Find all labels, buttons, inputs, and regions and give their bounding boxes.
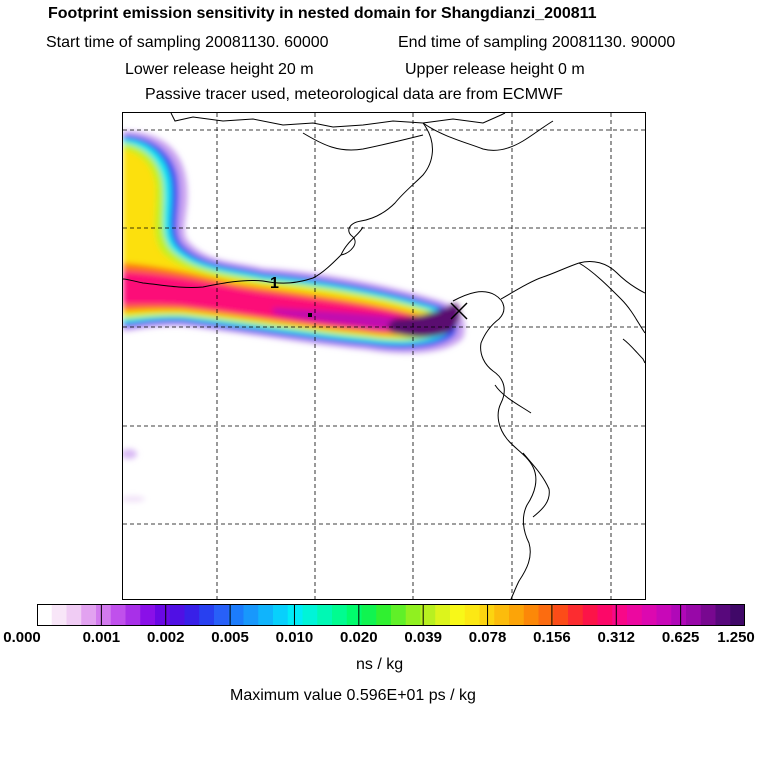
colorbar-tick-label: 1.250 [717,629,755,646]
plume-level-1250 [388,303,460,338]
colorbar-tick-label: 0.312 [597,629,636,646]
colorbar-swatch [66,604,82,626]
colorbar-units: ns / kg [356,656,404,673]
colorbar-swatch [96,604,112,626]
colorbar-ticks: 0.000 0.001 0.002 0.005 0.010 0.020 0.039 0.078… [0,629,768,649]
release-heights: Lower release height 20 m Upper release … [125,61,585,79]
colorbar-swatch [627,604,643,626]
plume-blob-west-2 [123,496,145,502]
lower-release-height: Lower release height 20 m [125,61,314,78]
colorbar-tick-label: 0.078 [468,629,507,646]
colorbar-swatch [538,604,554,626]
colorbar-swatch [273,604,289,626]
colorbar-swatch [464,604,480,626]
colorbar-frame [37,604,745,626]
colorbar-swatch [420,604,436,626]
colorbar-swatch [376,604,392,626]
colorbar-swatch [656,604,672,626]
colorbar-swatch [597,604,613,626]
colorbar-swatch [125,604,141,626]
maximum-value: Maximum value 0.596E+01 ps / kg [230,687,476,704]
colorbar-swatch [582,604,598,626]
colorbar-swatch [612,604,628,626]
colorbar-swatch [405,604,421,626]
colorbar-swatch [302,604,318,626]
colorbar [37,604,745,626]
sampling-times: Start time of sampling 20081130. 60000 E… [46,34,675,52]
colorbar-swatch [435,604,451,626]
colorbar-swatch [553,604,569,626]
site-dot [308,313,312,317]
colorbar-swatch [287,604,303,626]
colorbar-swatch [51,604,67,626]
start-time: Start time of sampling 20081130. 60000 [46,34,329,51]
upper-release-height: Upper release height 0 m [405,61,585,78]
colorbar-swatch [140,604,156,626]
plume-blob-west [123,449,137,459]
site-label: 1 [270,275,279,292]
colorbar-tick-label: 0.010 [275,629,314,646]
colorbar-tick-label: 0.020 [340,629,378,646]
colorbar-tick-label: 0.005 [211,629,249,646]
colorbar-swatch [391,604,407,626]
colorbar-swatch [37,604,53,626]
colorbar-tick-label: 0.156 [533,629,571,646]
footprint-map: 1 [122,112,646,600]
colorbar-swatch [509,604,525,626]
colorbar-tick-label: 0.625 [661,629,700,646]
colorbar-tick-label: 0.000 [3,629,41,646]
colorbar-tick-label: 0.001 [82,629,121,646]
colorbar-swatch [686,604,702,626]
colorbar-swatch [671,604,687,626]
emission-plume [123,131,465,502]
colorbar-swatch [81,604,97,626]
page-title: Footprint emission sensitivity in nested… [48,5,597,22]
map-grid [123,113,645,599]
colorbar-swatch [199,604,215,626]
colorbar-swatch [346,604,362,626]
x-marker-icon [450,302,468,320]
coastlines [123,113,645,599]
colorbar-tick-label: 0.039 [404,629,442,646]
colorbar-swatch [155,604,171,626]
colorbar-swatch [243,604,259,626]
colorbar-swatch [332,604,348,626]
colorbar-swatch [494,604,510,626]
end-time: End time of sampling 20081130. 90000 [398,34,676,51]
colorbar-swatch [169,604,185,626]
colorbar-swatch [361,604,377,626]
colorbar-swatch [228,604,244,626]
colorbar-swatch [523,604,539,626]
colorbar-swatch [730,604,745,626]
colorbar-swatch [641,604,657,626]
tracer-info: Passive tracer used, meteorological data… [145,86,563,103]
colorbar-swatch [700,604,716,626]
colorbar-swatch [715,604,731,626]
colorbar-swatch [317,604,333,626]
colorbar-swatch [450,604,466,626]
colorbar-swatch [568,604,584,626]
colorbar-tick-label: 0.002 [146,629,185,646]
colorbar-swatch [258,604,274,626]
colorbar-swatch [184,604,200,626]
colorbar-swatch [214,604,230,626]
colorbar-swatch [110,604,126,626]
